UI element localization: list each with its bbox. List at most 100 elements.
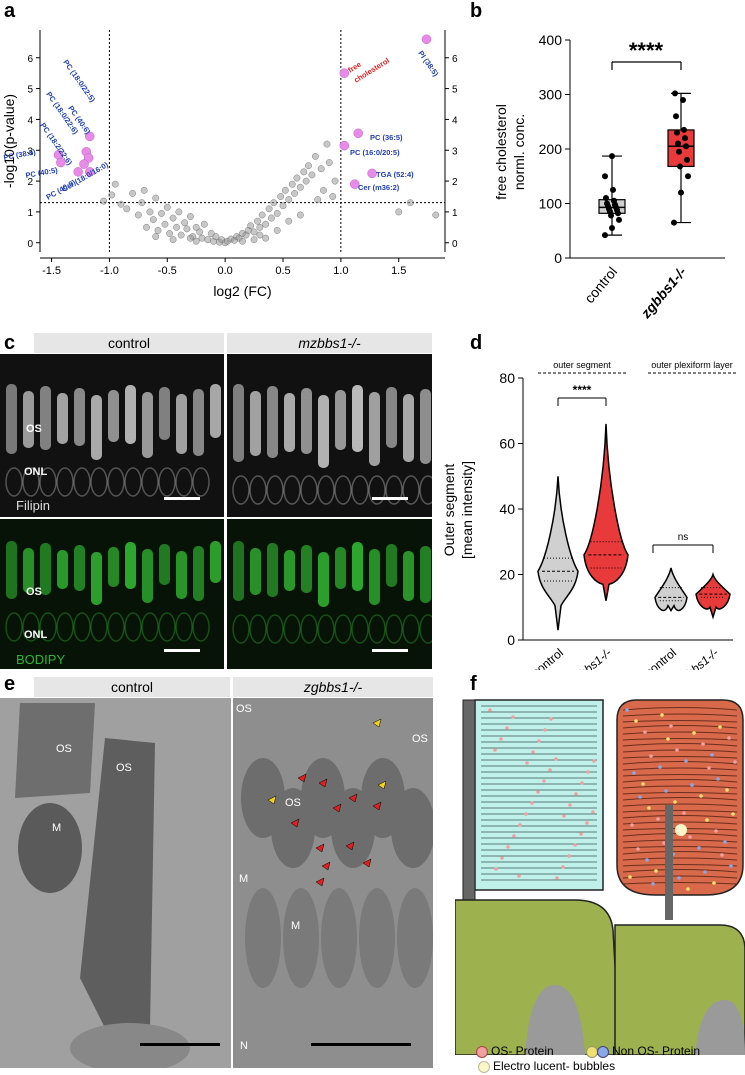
os-protein: [505, 726, 509, 730]
data-point: [680, 96, 686, 103]
protein-dot: [664, 789, 668, 793]
highlighted-point: [79, 159, 89, 169]
outer-segment: [352, 385, 363, 452]
data-point: [270, 199, 278, 207]
panel-label-b: b: [470, 0, 483, 22]
outer-segment: [142, 392, 153, 458]
os-protein: [530, 801, 534, 805]
outer-segment: [15, 703, 95, 798]
protein-dot: [654, 869, 658, 873]
mitochondria: [283, 888, 319, 988]
os-protein: [554, 757, 558, 761]
outer-segment: [193, 389, 204, 456]
outer-segment: [420, 389, 431, 464]
data-point: [152, 233, 160, 240]
data-point: [134, 211, 142, 219]
bodipy-control-image: [0, 519, 224, 669]
protein-dot: [710, 753, 714, 757]
data-point: [323, 140, 331, 148]
x-tick-label: 0.5: [275, 265, 290, 277]
protein-dot: [692, 731, 696, 735]
y-tick-label-right: 6: [452, 54, 458, 65]
os-protein: [561, 865, 565, 869]
data-point: [196, 228, 204, 236]
scale-bar: [372, 649, 408, 652]
bg: [233, 698, 433, 1068]
outer-segment: [159, 387, 170, 440]
nucleus: [124, 467, 142, 497]
outer-segment: [369, 392, 380, 466]
disc: [622, 846, 738, 849]
os-protein: [499, 737, 503, 741]
protein-dot: [675, 748, 679, 752]
data-point: [677, 163, 683, 170]
mitochondria: [359, 888, 395, 988]
red-arrowhead: [362, 858, 372, 868]
group-label-opl: outer plexiform layer: [651, 360, 733, 370]
protein-dot: [699, 794, 703, 798]
data-point: [685, 173, 691, 180]
nucleus-mutant: [695, 1000, 745, 1055]
os-protein: [531, 750, 535, 754]
outer-segment: [352, 542, 363, 591]
data-point: [273, 227, 281, 234]
bubble-swatch: [478, 1061, 490, 1073]
filipin-os-label: OS: [26, 423, 42, 435]
highlighted-point: [85, 167, 95, 177]
protein-dot: [705, 818, 709, 822]
nucleus: [419, 475, 432, 505]
y-axis-label: -log10(p-value): [1, 94, 17, 188]
os-protein: [585, 821, 589, 825]
outer-segment: [210, 541, 221, 583]
disc: [622, 792, 738, 795]
disc: [622, 743, 738, 747]
data-point: [129, 190, 136, 197]
outer-segment: [403, 551, 414, 601]
y-tick-label-left: 3: [27, 146, 33, 157]
em-mutant-os-label-2: OS: [412, 733, 428, 745]
outer-segment: [403, 394, 414, 462]
nucleus: [351, 475, 369, 505]
y-tick-label-left: 4: [27, 115, 33, 126]
data-point: [331, 177, 339, 185]
group-label-outer-segment: outer segment: [553, 360, 611, 370]
panel-c-header-control: control: [34, 333, 224, 353]
disc: [622, 774, 738, 777]
outer-segment: [6, 384, 17, 454]
x-tick-label: control: [529, 646, 566, 670]
os-protein: [524, 812, 528, 816]
data-point: [256, 223, 264, 231]
scale-bar: [372, 497, 408, 500]
nucleus: [22, 467, 40, 497]
data-point: [256, 231, 264, 239]
y-tick-label-right: 4: [452, 115, 458, 126]
outer-segment: [210, 384, 221, 438]
outer-segment: [125, 385, 136, 444]
panel-c-header-mutant: mzbbs1-/-: [227, 333, 432, 353]
x-tick-label: 1.0: [333, 265, 348, 277]
outer-segment: [6, 541, 17, 599]
data-point: [279, 202, 287, 210]
disc: [622, 779, 738, 783]
data-point: [169, 214, 177, 222]
outer-segment: [108, 390, 119, 442]
disc: [622, 785, 738, 789]
y-axis-label-2: [mean intensity]: [459, 461, 475, 559]
label-pc-18-0-22-5: PC (18:0/22:5): [61, 58, 97, 104]
os-protein: [580, 781, 584, 785]
disc: [622, 707, 738, 711]
nucleus: [402, 475, 420, 505]
nucleus: [73, 467, 91, 497]
data-point: [281, 186, 289, 194]
connecting-cilium: [665, 805, 673, 920]
nucleus: [334, 475, 352, 505]
nucleus: [385, 475, 403, 505]
non-os-protein-swatch-blue: [597, 1046, 609, 1058]
connecting-cilium: [462, 699, 476, 911]
disc: [622, 869, 738, 873]
outer-segment: [233, 384, 244, 462]
filipin-mutant-image: [227, 354, 432, 517]
red-arrowhead: [321, 861, 331, 871]
data-point: [212, 233, 220, 240]
bodipy-os-label: OS: [26, 586, 42, 598]
